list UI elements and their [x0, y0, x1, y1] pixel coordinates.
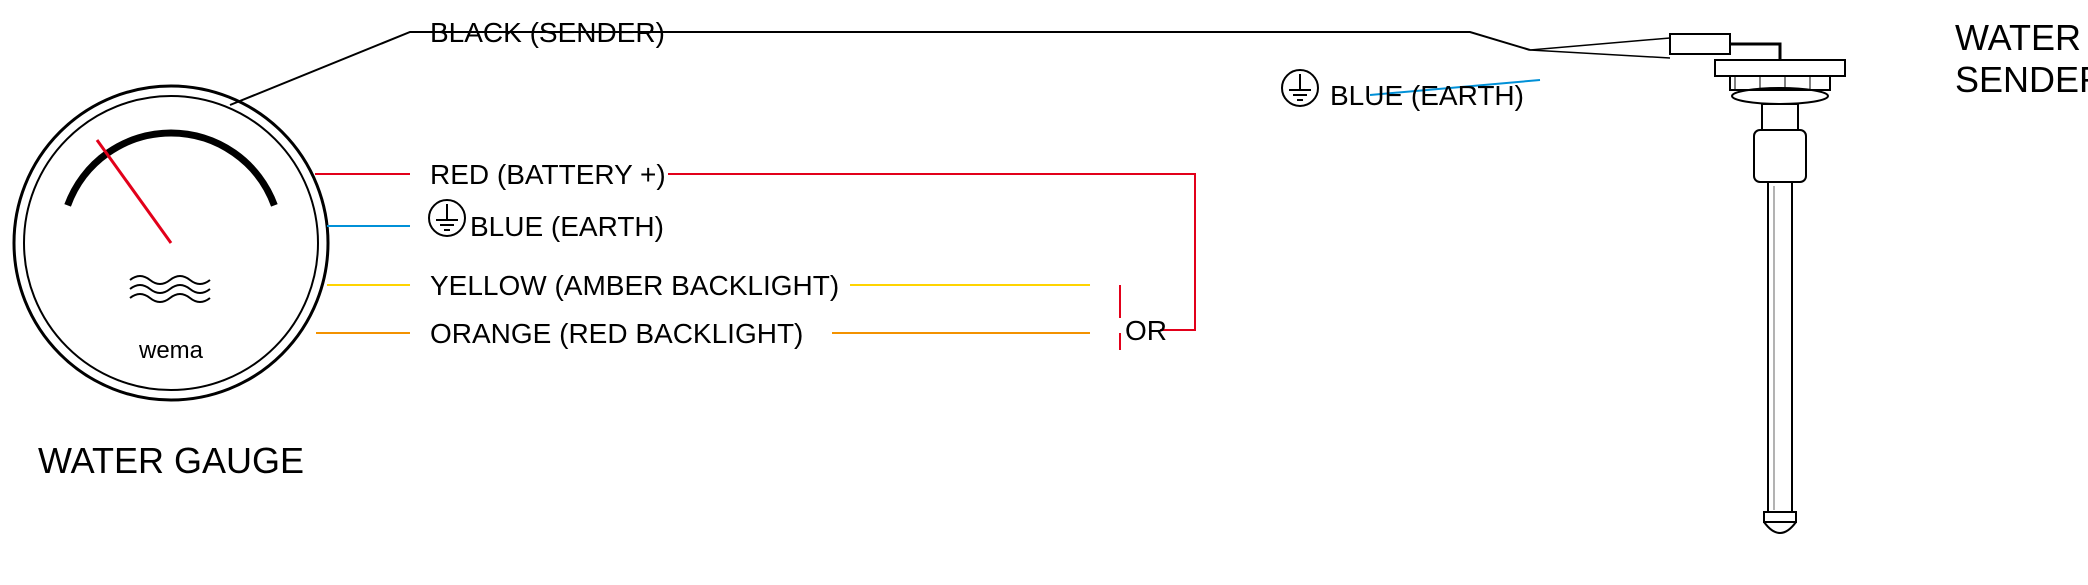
sender-wire-blue-label: BLUE (EARTH)	[1330, 80, 1524, 111]
or-label: OR	[1125, 315, 1167, 346]
wiring-diagram: wema WATER GAUGE BLACK (SENDER) RED (BATTER…	[0, 0, 2088, 585]
wire-yellow: YELLOW (AMBER BACKLIGHT)	[327, 270, 1120, 318]
water-sender: BLUE (EARTH)	[1282, 34, 1845, 533]
water-gauge-label: WATER GAUGE	[38, 440, 304, 481]
wire-blue-label: BLUE (EARTH)	[470, 211, 664, 242]
wire-red: RED (BATTERY +)	[315, 159, 1195, 330]
wire-blue: BLUE (EARTH)	[327, 200, 664, 242]
water-sender-label-2: SENDER	[1955, 59, 2088, 100]
gauge-needle	[97, 140, 171, 243]
water-gauge: wema	[14, 86, 328, 400]
wire-black-label: BLACK (SENDER)	[430, 17, 665, 48]
wire-red-label: RED (BATTERY +)	[430, 159, 666, 190]
wire-orange: ORANGE (RED BACKLIGHT)	[316, 318, 1120, 350]
gauge-brand-label: wema	[138, 337, 204, 364]
earth-symbol-icon	[429, 200, 465, 236]
wire-orange-label: ORANGE (RED BACKLIGHT)	[430, 318, 803, 349]
waves-icon	[130, 276, 210, 302]
wire-yellow-label: YELLOW (AMBER BACKLIGHT)	[430, 270, 839, 301]
sender-float	[1754, 130, 1806, 182]
earth-symbol-icon	[1282, 70, 1318, 106]
water-sender-label-1: WATER	[1955, 17, 2081, 58]
